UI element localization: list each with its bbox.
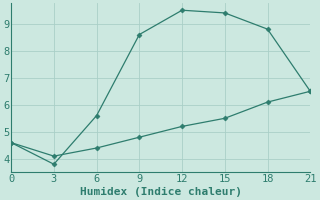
X-axis label: Humidex (Indice chaleur): Humidex (Indice chaleur) [80, 186, 242, 197]
